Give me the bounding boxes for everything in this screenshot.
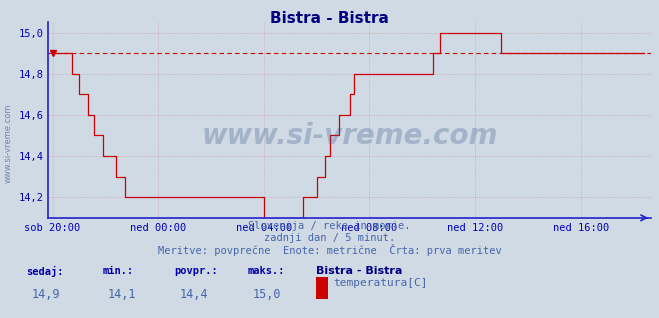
Text: zadnji dan / 5 minut.: zadnji dan / 5 minut. [264, 233, 395, 243]
Text: min.:: min.: [102, 266, 133, 275]
Text: www.si-vreme.com: www.si-vreme.com [202, 122, 498, 150]
Text: sedaj:: sedaj: [26, 266, 64, 277]
Text: 14,4: 14,4 [180, 288, 208, 301]
Text: povpr.:: povpr.: [175, 266, 218, 275]
Text: temperatura[C]: temperatura[C] [333, 278, 427, 288]
Text: Slovenija / reke in morje.: Slovenija / reke in morje. [248, 221, 411, 231]
Text: www.si-vreme.com: www.si-vreme.com [4, 103, 13, 183]
Text: 14,9: 14,9 [32, 288, 60, 301]
Text: 14,1: 14,1 [107, 288, 136, 301]
Text: maks.:: maks.: [247, 266, 285, 275]
Text: Bistra - Bistra: Bistra - Bistra [316, 266, 403, 275]
Text: Bistra - Bistra: Bistra - Bistra [270, 11, 389, 26]
Text: 15,0: 15,0 [252, 288, 281, 301]
Text: Meritve: povprečne  Enote: metrične  Črta: prva meritev: Meritve: povprečne Enote: metrične Črta:… [158, 244, 501, 256]
